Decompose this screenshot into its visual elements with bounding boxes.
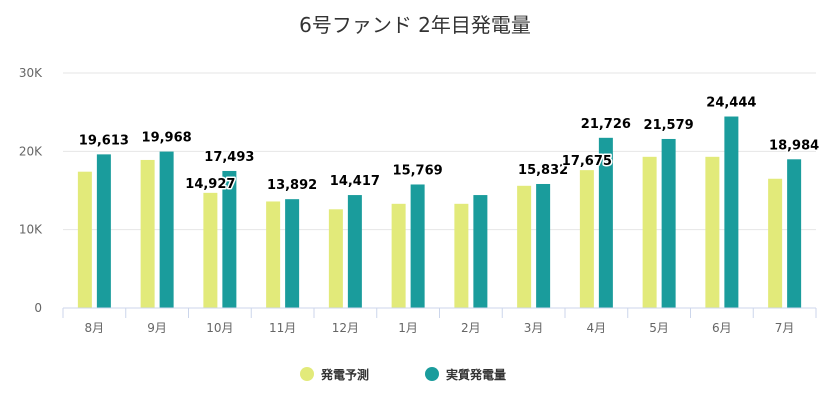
data-label: 17,493 xyxy=(204,150,254,165)
x-tick-label: 8月 xyxy=(85,321,105,335)
bar-actual[interactable] xyxy=(724,116,739,308)
legend[interactable]: 発電予測 実質発電量 xyxy=(300,367,506,382)
data-label: 19,613 xyxy=(79,133,129,148)
bar-forecast[interactable] xyxy=(328,209,343,308)
bar-forecast[interactable] xyxy=(140,159,155,308)
x-tick-label: 12月 xyxy=(332,321,359,335)
data-label: 21,579 xyxy=(644,118,694,133)
x-tick-label: 11月 xyxy=(269,321,296,335)
x-tick-label: 6月 xyxy=(712,321,732,335)
bar-forecast[interactable] xyxy=(705,156,720,308)
bar-actual[interactable] xyxy=(536,183,551,308)
bar-forecast[interactable] xyxy=(391,203,406,308)
bar-forecast[interactable] xyxy=(203,192,218,308)
bar-forecast[interactable] xyxy=(768,178,783,308)
data-label: 15,832 xyxy=(518,163,568,178)
x-tick-label: 9月 xyxy=(147,321,167,335)
bar-actual[interactable] xyxy=(222,170,237,308)
gridlines xyxy=(63,72,816,231)
bar-forecast[interactable] xyxy=(454,203,469,308)
bar-actual[interactable] xyxy=(285,199,300,308)
data-label: 13,892 xyxy=(267,178,317,193)
chart-title: 6号ファンド 2年目発電量 xyxy=(299,13,531,37)
data-label: 21,726 xyxy=(581,117,631,132)
bar-forecast[interactable] xyxy=(266,201,281,308)
data-label: 14,927 xyxy=(185,177,235,192)
bars xyxy=(77,116,802,308)
bar-actual[interactable] xyxy=(96,154,111,308)
y-tick-label: 20K xyxy=(19,144,43,158)
x-tick-label: 4月 xyxy=(587,321,607,335)
bar-actual[interactable] xyxy=(410,184,425,308)
bar-forecast[interactable] xyxy=(517,185,532,308)
x-tick-label: 2月 xyxy=(461,321,481,335)
legend-marker xyxy=(425,367,439,381)
data-label: 24,444 xyxy=(706,96,756,111)
legend-label: 実質発電量 xyxy=(446,367,506,382)
data-label: 17,675 xyxy=(562,154,612,169)
x-axis: 8月 9月 10月 11月 12月 1月 2月 3月 4月 5月 6月 7月 xyxy=(62,307,817,335)
data-label: 15,769 xyxy=(393,163,443,178)
bar-actual[interactable] xyxy=(347,195,362,308)
x-tick-label: 3月 xyxy=(524,321,544,335)
legend-item-forecast[interactable]: 発電予測 xyxy=(300,367,369,382)
x-tick-label: 10月 xyxy=(206,321,233,335)
y-tick-label: 0 xyxy=(34,301,42,315)
bar-forecast[interactable] xyxy=(579,170,594,308)
data-label: 18,984 xyxy=(769,138,819,153)
legend-item-actual[interactable]: 実質発電量 xyxy=(425,367,506,382)
bar-actual[interactable] xyxy=(159,151,174,308)
data-labels: 19,613 19,968 17,493 13,892 14,417 15,769 15,8… xyxy=(77,94,820,195)
bar-forecast[interactable] xyxy=(77,171,92,308)
x-tick-label: 7月 xyxy=(775,321,795,335)
bar-actual[interactable] xyxy=(661,138,676,308)
bar-actual[interactable] xyxy=(787,159,802,308)
bar-actual[interactable] xyxy=(598,137,613,308)
y-tick-label: 10K xyxy=(19,223,43,237)
bar-forecast[interactable] xyxy=(642,156,657,308)
x-tick-label: 1月 xyxy=(398,321,418,335)
legend-marker xyxy=(300,367,314,381)
data-label: 19,968 xyxy=(142,131,192,146)
y-axis-ticks: 0 10K 20K 30K xyxy=(19,66,43,315)
legend-label: 発電予測 xyxy=(320,367,369,382)
y-tick-label: 30K xyxy=(19,66,43,80)
data-label: 14,417 xyxy=(330,174,380,189)
x-tick-label: 5月 xyxy=(649,321,669,335)
bar-actual[interactable] xyxy=(473,195,488,308)
